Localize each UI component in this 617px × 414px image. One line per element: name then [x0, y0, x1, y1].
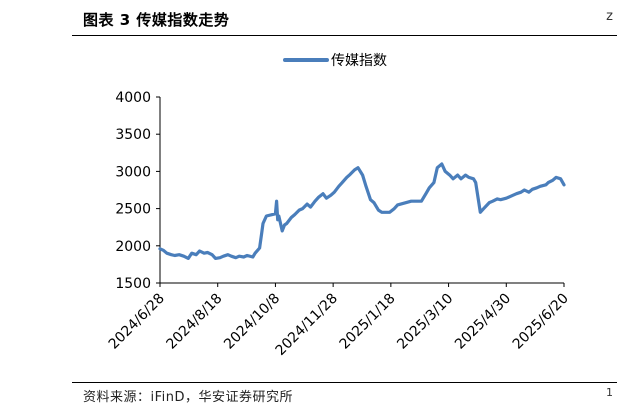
- bottom-rule: [72, 382, 617, 383]
- chart-axes: 1500 2000 2500 3000 3500 4000 2024/6/282024/8/…: [106, 90, 572, 359]
- y-tick-label: 3500: [115, 127, 151, 143]
- x-tick-label: 2024/10/8: [221, 291, 283, 353]
- x-tick-label: 2024/11/28: [273, 291, 341, 359]
- y-tick-label: 2000: [115, 239, 151, 255]
- y-tick-label: 3000: [115, 164, 151, 180]
- x-tick-label: 2024/8/18: [163, 291, 225, 353]
- plot-area: [158, 162, 566, 260]
- y-tick-label: 4000: [115, 90, 151, 106]
- x-tick-label: 2025/3/10: [394, 291, 456, 353]
- page-corner-mark-bottom: 1: [606, 386, 613, 399]
- page-corner-mark: z: [606, 9, 613, 24]
- legend-label: 传媒指数: [331, 53, 387, 69]
- line-chart: 传媒指数 1500200025003000350040002024/6/2820…: [106, 53, 572, 359]
- x-tick-label: 2025/4/30: [452, 291, 514, 353]
- chart-legend: 传媒指数: [283, 53, 387, 69]
- y-tick-label: 2500: [115, 202, 151, 218]
- top-rule: [72, 35, 617, 36]
- x-tick-label: 2025/6/20: [510, 291, 572, 353]
- source-note: 资料来源：iFinD，华安证券研究所: [83, 390, 294, 405]
- series-line-media-index: [158, 162, 566, 260]
- x-tick-label: 2024/6/28: [106, 291, 168, 353]
- figure-title: 图表 3 传媒指数走势: [83, 11, 230, 29]
- x-tick-label: 2025/1/18: [337, 291, 399, 353]
- y-tick-label: 1500: [115, 276, 151, 292]
